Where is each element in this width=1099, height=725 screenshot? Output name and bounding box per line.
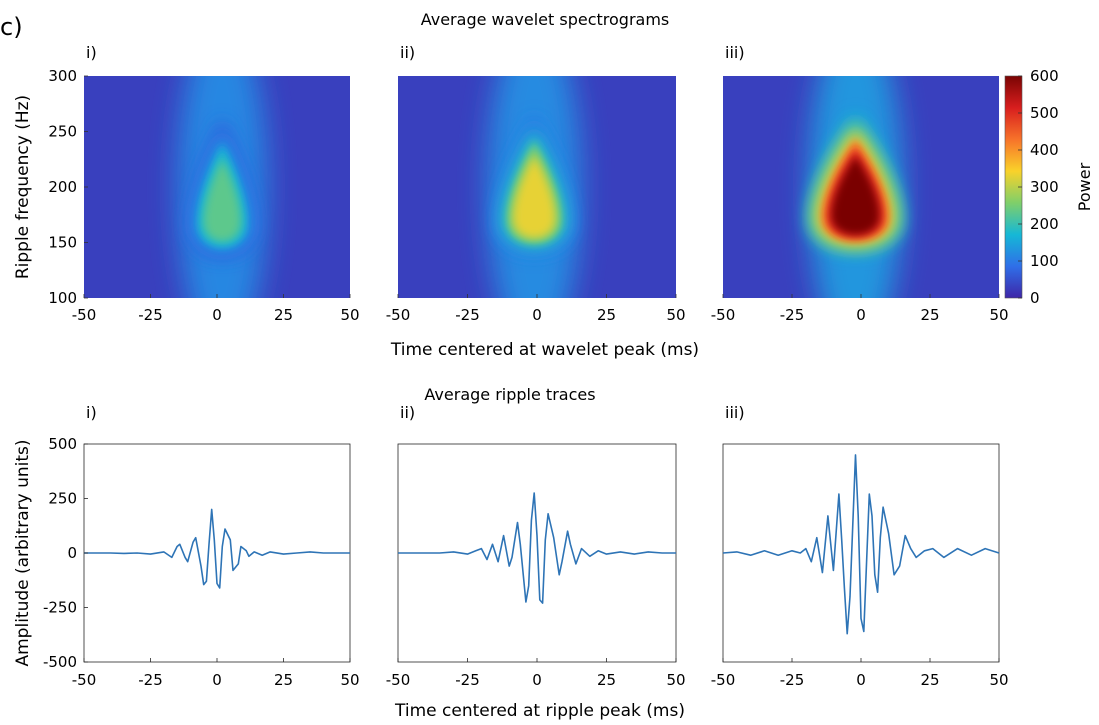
panel-label: i)	[86, 43, 97, 62]
spectrogram-image	[84, 76, 350, 298]
colorbar-tick-label: 400	[1030, 141, 1059, 159]
x-tick-label: -25	[455, 306, 480, 324]
x-tick-label: 50	[666, 671, 685, 689]
colorbar-label: Power	[1075, 162, 1094, 211]
y-tick-label: 200	[48, 178, 77, 196]
y-tick-label: -500	[43, 653, 77, 671]
x-tick-label: 0	[212, 671, 222, 689]
colorbar-tick-label: 200	[1030, 215, 1059, 233]
x-tick-label: -25	[455, 671, 480, 689]
x-tick-label: 25	[920, 671, 939, 689]
panel-label: ii)	[400, 403, 415, 422]
spectrogram-panel-2: ii) -50 -25 0 25 50	[386, 43, 686, 324]
x-tick-label: 50	[666, 306, 685, 324]
y-tick-label: 250	[48, 490, 77, 508]
x-tick-label: 25	[274, 306, 293, 324]
spectrogram-image	[723, 76, 999, 298]
panel-label: iii)	[725, 43, 745, 62]
spectrogram-xlabel: Time centered at wavelet peak (ms)	[390, 340, 699, 360]
x-tick-label: 0	[532, 306, 542, 324]
colorbar: 0 100 200 300 400 500 600 Power	[1004, 67, 1094, 307]
x-tick-label: -50	[386, 671, 411, 689]
panel-label-c: c)	[0, 13, 23, 41]
x-tick-label: -50	[72, 306, 97, 324]
y-tick-label: 150	[48, 234, 77, 252]
y-tick-label: 250	[48, 123, 77, 141]
spectrogram-contour	[205, 162, 240, 240]
ripple-trace-line	[398, 492, 676, 604]
x-tick-label: -25	[138, 671, 163, 689]
ripple-trace-ylabel: Amplitude (arbitrary units)	[13, 439, 33, 666]
x-tick-label: 50	[340, 306, 359, 324]
colorbar-tick-label: 0	[1030, 289, 1040, 307]
y-tick-label: -250	[43, 599, 77, 617]
x-tick-label: 25	[274, 671, 293, 689]
x-tick-label: -50	[72, 671, 97, 689]
ripple-trace-xlabel: Time centered at ripple peak (ms)	[394, 701, 685, 721]
x-tick-label: 0	[856, 306, 866, 324]
x-tick-label: 50	[989, 306, 1008, 324]
x-tick-label: 50	[340, 671, 359, 689]
y-tick-label: 300	[48, 67, 77, 85]
spectrogram-title: Average wavelet spectrograms	[421, 10, 670, 29]
y-tick-label: 500	[48, 435, 77, 453]
x-tick-label: 25	[597, 306, 616, 324]
x-tick-label: 25	[597, 671, 616, 689]
x-tick-label: -25	[780, 306, 805, 324]
colorbar-tick-label: 500	[1030, 104, 1059, 122]
colorbar-tick-label: 100	[1030, 252, 1059, 270]
spectrogram-contour	[514, 158, 554, 237]
x-tick-label: -25	[780, 671, 805, 689]
x-tick-label: 25	[920, 306, 939, 324]
x-tick-label: 0	[856, 671, 866, 689]
x-tick-label: -50	[386, 306, 411, 324]
spectrogram-image	[398, 76, 676, 298]
panel-label: i)	[86, 403, 97, 422]
ripple-trace-panel-2: ii) -50 -25 0 25 50	[386, 403, 686, 689]
ripple-trace-panel-3: iii) -50 -25 0 25 50	[711, 403, 1009, 689]
ripple-trace-title: Average ripple traces	[424, 385, 595, 404]
spectrogram-panel-3: iii) -50 -25 0 25 50	[711, 43, 1009, 324]
spectrogram-contour	[831, 156, 880, 235]
x-tick-label: -25	[138, 306, 163, 324]
ripple-trace-line	[84, 508, 350, 589]
x-tick-label: 0	[212, 306, 222, 324]
x-tick-label: 0	[532, 671, 542, 689]
y-tick-label: 100	[48, 289, 77, 307]
x-tick-label: -50	[711, 306, 736, 324]
spectrogram-ylabel: Ripple frequency (Hz)	[13, 95, 33, 279]
panel-label: ii)	[400, 43, 415, 62]
panel-label: iii)	[725, 403, 745, 422]
colorbar-tick-label: 300	[1030, 178, 1059, 196]
y-tick-label: 0	[67, 544, 77, 562]
x-tick-label: -50	[711, 671, 736, 689]
plot-frame	[722, 443, 1000, 663]
x-tick-label: 50	[989, 671, 1008, 689]
ripple-trace-line	[722, 454, 1000, 635]
colorbar-tick-label: 600	[1030, 67, 1059, 85]
spectrogram-panel-1: i) -50 -25 0 25 50 100 150 200 250 300	[48, 43, 359, 324]
